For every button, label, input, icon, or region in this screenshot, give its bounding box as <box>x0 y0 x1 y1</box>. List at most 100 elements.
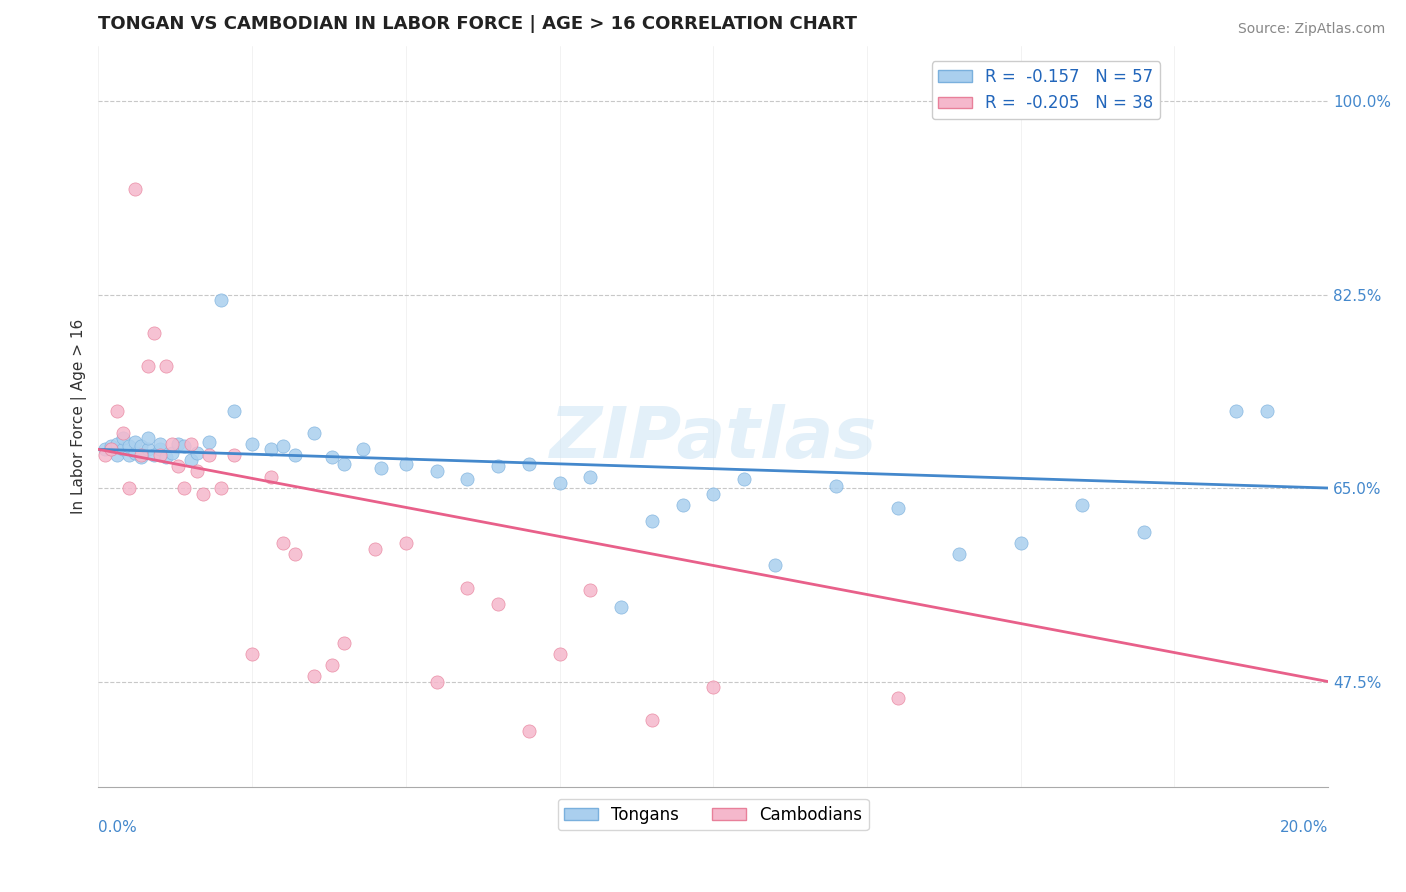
Point <box>167 458 190 473</box>
Point <box>1071 498 1094 512</box>
Point <box>142 448 165 462</box>
Point <box>579 582 602 597</box>
Point <box>456 472 478 486</box>
Text: TONGAN VS CAMBODIAN IN LABOR FORCE | AGE > 16 CORRELATION CHART: TONGAN VS CAMBODIAN IN LABOR FORCE | AGE… <box>98 15 858 33</box>
Point <box>149 437 172 451</box>
Point <box>1225 403 1247 417</box>
Point <box>641 514 664 528</box>
Point <box>209 293 232 307</box>
Point <box>370 461 392 475</box>
Point <box>1010 536 1032 550</box>
Point <box>702 680 724 694</box>
Point <box>425 465 447 479</box>
Point <box>321 658 343 673</box>
Text: ZIPatlas: ZIPatlas <box>550 404 877 473</box>
Point <box>124 182 146 196</box>
Point <box>240 647 263 661</box>
Point <box>186 465 208 479</box>
Point <box>100 439 122 453</box>
Point <box>191 486 214 500</box>
Point <box>641 713 664 727</box>
Point <box>702 486 724 500</box>
Point <box>136 431 159 445</box>
Point <box>302 669 325 683</box>
Point <box>198 448 221 462</box>
Point <box>100 442 122 457</box>
Point <box>271 536 294 550</box>
Point <box>763 558 786 573</box>
Point <box>124 434 146 449</box>
Point <box>105 403 128 417</box>
Point <box>131 448 153 462</box>
Point <box>93 442 115 457</box>
Point <box>160 445 183 459</box>
Point <box>425 674 447 689</box>
Point <box>136 359 159 374</box>
Point <box>155 450 177 464</box>
Legend: Tongans, Cambodians: Tongans, Cambodians <box>558 799 869 830</box>
Text: Source: ZipAtlas.com: Source: ZipAtlas.com <box>1237 22 1385 37</box>
Point <box>118 448 141 462</box>
Point <box>517 457 540 471</box>
Point <box>240 437 263 451</box>
Point <box>1132 525 1154 540</box>
Point <box>333 457 356 471</box>
Point <box>155 359 177 374</box>
Point <box>173 481 195 495</box>
Point <box>131 450 153 464</box>
Point <box>186 445 208 459</box>
Point <box>259 470 281 484</box>
Point <box>886 691 908 706</box>
Point <box>111 425 134 440</box>
Text: 0.0%: 0.0% <box>98 820 138 835</box>
Point <box>302 425 325 440</box>
Point <box>548 647 571 661</box>
Point <box>948 548 970 562</box>
Point <box>395 536 418 550</box>
Point <box>222 448 245 462</box>
Point <box>124 445 146 459</box>
Text: 20.0%: 20.0% <box>1279 820 1329 835</box>
Point <box>579 470 602 484</box>
Point <box>105 448 128 462</box>
Point <box>149 442 172 457</box>
Point <box>142 326 165 341</box>
Point <box>173 439 195 453</box>
Point <box>100 442 122 457</box>
Point <box>486 597 509 611</box>
Point <box>333 636 356 650</box>
Point <box>180 453 202 467</box>
Point <box>548 475 571 490</box>
Point <box>111 431 134 445</box>
Point <box>1256 403 1278 417</box>
Point <box>284 548 307 562</box>
Point <box>271 439 294 453</box>
Point <box>486 458 509 473</box>
Point <box>136 442 159 457</box>
Point <box>259 442 281 457</box>
Point <box>131 439 153 453</box>
Point <box>198 434 221 449</box>
Point <box>118 481 141 495</box>
Point <box>160 437 183 451</box>
Point <box>825 479 848 493</box>
Y-axis label: In Labor Force | Age > 16: In Labor Force | Age > 16 <box>72 318 87 514</box>
Point <box>222 403 245 417</box>
Point <box>93 448 115 462</box>
Point <box>167 437 190 451</box>
Point <box>456 581 478 595</box>
Point <box>149 448 172 462</box>
Point <box>395 457 418 471</box>
Point <box>517 724 540 739</box>
Point <box>321 450 343 464</box>
Point <box>352 442 374 457</box>
Point <box>610 600 633 615</box>
Point <box>105 437 128 451</box>
Point <box>118 439 141 453</box>
Point <box>733 472 755 486</box>
Point <box>111 442 134 457</box>
Point <box>364 541 387 556</box>
Point <box>886 500 908 515</box>
Point <box>671 498 693 512</box>
Point <box>180 437 202 451</box>
